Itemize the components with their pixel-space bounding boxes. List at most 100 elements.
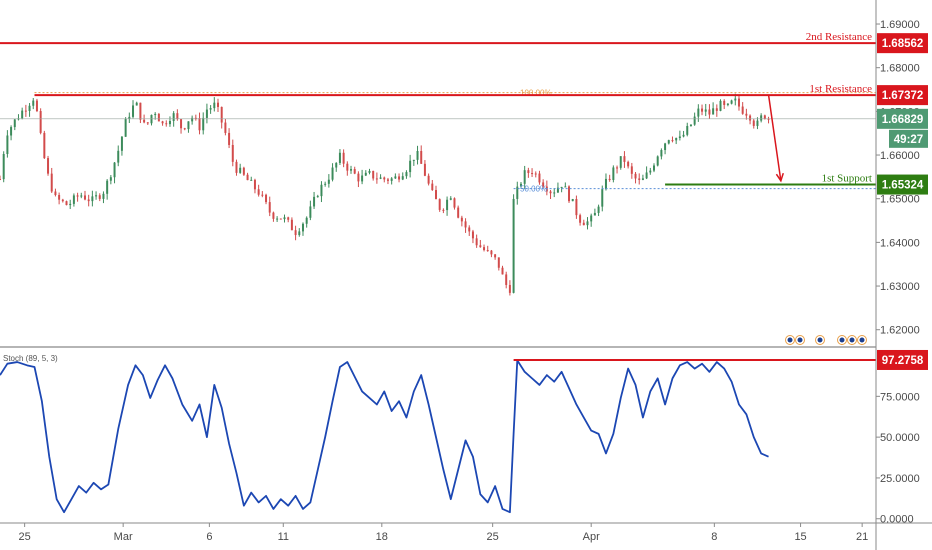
candle-body — [113, 162, 116, 178]
time-axis-tick-label: 25 — [487, 531, 499, 543]
oscillator-level-badge-text: 97.2758 — [882, 355, 924, 367]
candle-body — [157, 113, 160, 122]
candle-body — [715, 108, 718, 111]
candle-body — [675, 138, 678, 141]
candle-body — [117, 150, 120, 163]
candle-body — [353, 169, 356, 174]
fib-level-label: 50.00% — [520, 185, 547, 194]
candle-body — [538, 173, 541, 183]
candle-body — [756, 120, 759, 126]
time-axis-tick-label: 18 — [376, 531, 388, 543]
candle-body — [24, 110, 27, 112]
candle-body — [58, 195, 61, 200]
candle-body — [409, 160, 412, 173]
event-marker-dot-icon — [859, 337, 865, 343]
candle-body — [290, 219, 293, 231]
candle-body — [453, 198, 456, 208]
candle-body — [612, 167, 615, 180]
time-axis-tick-label: 15 — [794, 531, 806, 543]
price-pane[interactable]: 100.00% 50.00% — [0, 42, 876, 296]
candle-body — [427, 175, 430, 184]
candle-body — [571, 199, 574, 202]
candle-body — [527, 170, 530, 174]
level-price-badge-text: 1.68562 — [882, 38, 924, 50]
price-axis-tick-label: 1.64000 — [880, 237, 920, 249]
time-axis-tick-label: 8 — [711, 531, 717, 543]
candle-body — [471, 231, 474, 239]
candle-body — [549, 191, 552, 194]
candle-body — [132, 105, 135, 117]
candle-body — [235, 161, 238, 173]
candle-body — [324, 183, 327, 185]
candle-body — [501, 267, 504, 275]
candle-body — [523, 170, 526, 184]
candle-body — [435, 190, 437, 200]
candle-body — [475, 238, 478, 246]
candle-body — [689, 124, 692, 126]
candle-body — [719, 100, 722, 111]
candle-body — [83, 195, 86, 200]
candle-body — [43, 132, 46, 159]
candle-body — [446, 199, 449, 211]
countdown-badge — [889, 129, 928, 148]
candle-body — [364, 172, 367, 176]
candle-body — [460, 217, 463, 222]
candle-body — [383, 177, 386, 180]
stochastic-line[interactable] — [0, 359, 769, 514]
candle-body — [649, 170, 652, 173]
time-axis[interactable]: 25 Mar 6 11 18 25 Apr 8 15 21 — [19, 523, 869, 543]
candle-body — [438, 199, 441, 210]
candle-body — [98, 195, 101, 199]
candle-body — [671, 140, 674, 142]
candle-body — [490, 250, 493, 255]
oscillator-axis-tick-label: 75.0000 — [880, 391, 920, 403]
candle-body — [253, 179, 256, 190]
candle-body — [645, 172, 648, 179]
candle-body — [449, 198, 452, 200]
candle-body — [146, 122, 149, 124]
time-axis-tick-label: 11 — [278, 531, 289, 543]
candle-body — [10, 127, 13, 136]
current-price-badge-text: 1.66829 — [882, 114, 924, 126]
time-axis-tick-label: Apr — [583, 531, 600, 543]
candle-body — [712, 108, 715, 115]
chart-toolbar-icons[interactable] — [785, 335, 867, 345]
oscillator-axis-tick-label: 25.0000 — [880, 473, 920, 485]
candle-body — [50, 173, 53, 192]
price-axis[interactable]: 1.690001.680001.670001.660001.650001.640… — [876, 19, 920, 526]
current-price-badge — [877, 108, 928, 129]
projection-arrow-head — [775, 172, 784, 183]
candle-body — [313, 196, 316, 207]
candle-body — [283, 217, 286, 220]
oscillator-axis-tick-label: 50.0000 — [880, 432, 920, 444]
candle-body — [346, 163, 349, 171]
level-price-badge — [877, 174, 928, 195]
candle-body — [180, 119, 183, 129]
candle-body — [701, 108, 704, 112]
candle-body — [575, 199, 578, 216]
candle-body — [505, 274, 508, 285]
candle-body — [21, 110, 24, 119]
candle-body — [135, 102, 138, 106]
candle-body — [350, 169, 353, 171]
candle-body — [298, 231, 301, 236]
candle-body — [623, 156, 626, 162]
level-price-badge-text: 1.65324 — [882, 180, 924, 192]
candle-body — [231, 144, 234, 162]
candle-body — [338, 152, 341, 163]
candle-body — [202, 117, 205, 131]
candle-body — [656, 156, 659, 166]
event-marker-dot-icon — [797, 337, 803, 343]
event-marker-dot-icon — [817, 337, 823, 343]
countdown-badge-text: 49:27 — [894, 134, 923, 146]
oscillator-pane[interactable]: Stoch (89, 5, 3) — [0, 354, 876, 514]
candle-body — [479, 245, 482, 248]
candle-body — [464, 221, 467, 228]
candle-body — [2, 153, 5, 180]
price-axis-tick-label: 1.68000 — [880, 63, 920, 75]
level-label: 1st Support — [822, 173, 872, 185]
candle-body — [187, 121, 190, 130]
candle-body — [268, 202, 271, 213]
